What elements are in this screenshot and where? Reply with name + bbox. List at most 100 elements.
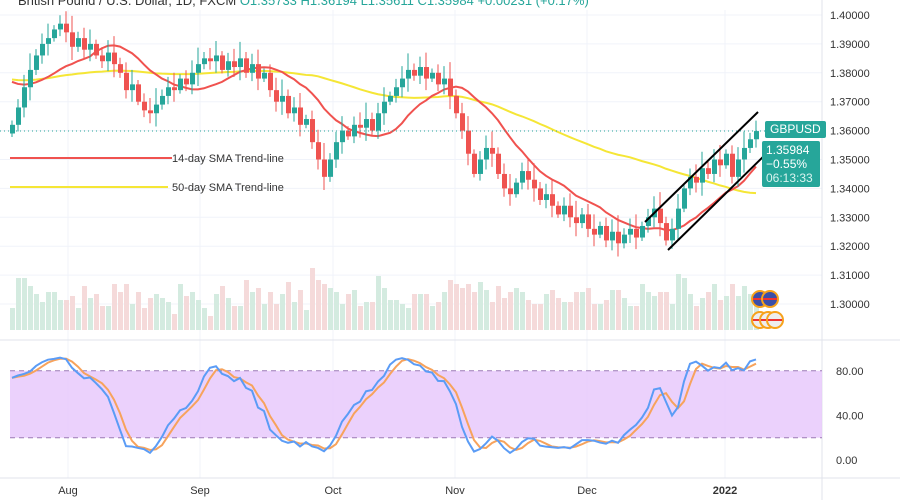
- volume-bar: [292, 302, 297, 330]
- time-axis-label: Oct: [324, 485, 341, 497]
- volume-bar: [124, 284, 129, 330]
- candle: [268, 72, 273, 91]
- volume-bar: [502, 298, 507, 330]
- candle: [646, 217, 651, 226]
- candle: [586, 214, 591, 229]
- price-axis-label: 1.38000: [830, 68, 870, 80]
- sma14-line: [11, 44, 757, 232]
- volume-bar: [574, 292, 579, 330]
- candle: [190, 72, 195, 85]
- volume-bar: [16, 278, 21, 330]
- candle: [640, 225, 645, 238]
- volume-bar: [40, 302, 45, 330]
- volume-bar: [394, 300, 399, 330]
- price-axis-label: 1.40000: [830, 10, 870, 22]
- volume-bar: [64, 300, 69, 330]
- time-axis-label: Aug: [58, 485, 78, 497]
- price-change: −0.55%: [766, 157, 808, 171]
- volume-bar: [652, 296, 657, 330]
- candle: [700, 168, 705, 183]
- candle: [754, 131, 759, 140]
- volume-bar: [448, 280, 453, 330]
- candle: [634, 228, 639, 238]
- price-axis-label: 1.31000: [830, 270, 870, 282]
- volume-bar: [58, 300, 63, 330]
- price-axis-label: 1.32000: [830, 241, 870, 253]
- candle: [508, 188, 513, 195]
- candle: [682, 188, 687, 209]
- candle: [436, 72, 441, 85]
- candle: [562, 205, 567, 215]
- ohlc-high: H1.36194: [300, 0, 357, 8]
- candle: [184, 78, 189, 85]
- time-axis-label: 2022: [713, 485, 737, 497]
- candle: [400, 78, 405, 88]
- volume-bar: [562, 302, 567, 330]
- volume-bar: [478, 282, 483, 330]
- symbol-title: British Pound / U.S. Dollar, 1D, FXCM: [18, 0, 237, 8]
- candle: [670, 228, 675, 241]
- candle: [490, 147, 495, 154]
- candle: [370, 119, 375, 131]
- candle: [352, 124, 357, 137]
- volume-bar: [208, 316, 213, 330]
- volume-bar: [376, 276, 381, 330]
- candle: [706, 168, 711, 174]
- candle: [658, 208, 663, 224]
- candle: [574, 217, 579, 224]
- chart-header: British Pound / U.S. Dollar, 1D, FXCM O1…: [18, 0, 589, 8]
- volume-bar: [316, 280, 321, 330]
- candle: [430, 72, 435, 79]
- volume-bar: [580, 292, 585, 330]
- candle: [274, 90, 279, 102]
- volume-bar: [586, 288, 591, 330]
- candle: [334, 142, 339, 160]
- candle: [118, 64, 123, 73]
- candle: [418, 67, 423, 76]
- volume-bar: [490, 302, 495, 330]
- candle: [664, 223, 669, 241]
- candle: [88, 43, 93, 50]
- volume-bar: [190, 292, 195, 330]
- candle: [514, 182, 519, 195]
- candle: [196, 64, 201, 73]
- volume-bar: [544, 294, 549, 330]
- candle: [106, 52, 111, 62]
- candle: [76, 38, 81, 47]
- candle: [220, 55, 225, 70]
- channel-upper-line: [644, 111, 759, 223]
- candle: [544, 194, 549, 200]
- volume-bar: [718, 300, 723, 330]
- volume-bar: [664, 292, 669, 330]
- candle: [316, 142, 321, 160]
- volume-bar: [640, 284, 645, 330]
- candle: [502, 173, 507, 189]
- ohlc-open: O1.35733: [239, 0, 297, 8]
- stoch-k-line: [11, 356, 757, 455]
- volume-bar: [22, 278, 27, 330]
- volume-bar: [550, 290, 555, 330]
- ohlc-close: C1.35984: [417, 0, 474, 8]
- volume-bar: [412, 294, 417, 330]
- candle: [292, 107, 297, 114]
- ohlc-change: +0.00231 (+0.17%): [477, 0, 589, 8]
- volume-bar: [76, 308, 81, 330]
- candle: [82, 38, 87, 50]
- volume-bar: [346, 294, 351, 330]
- volume-bar: [148, 298, 153, 330]
- price-axis-label: 1.34000: [830, 183, 870, 195]
- candle: [736, 159, 741, 177]
- time-axis-label: Nov: [445, 485, 465, 497]
- candle: [304, 119, 309, 125]
- volume-bar: [658, 292, 663, 330]
- candle: [364, 119, 369, 128]
- volume-bar: [10, 308, 15, 330]
- volume-bar: [334, 292, 339, 330]
- volume-bar: [154, 294, 159, 330]
- candle: [22, 87, 27, 108]
- candle: [64, 23, 69, 33]
- candle: [592, 228, 597, 235]
- volume-bar: [196, 300, 201, 330]
- candle: [610, 231, 615, 241]
